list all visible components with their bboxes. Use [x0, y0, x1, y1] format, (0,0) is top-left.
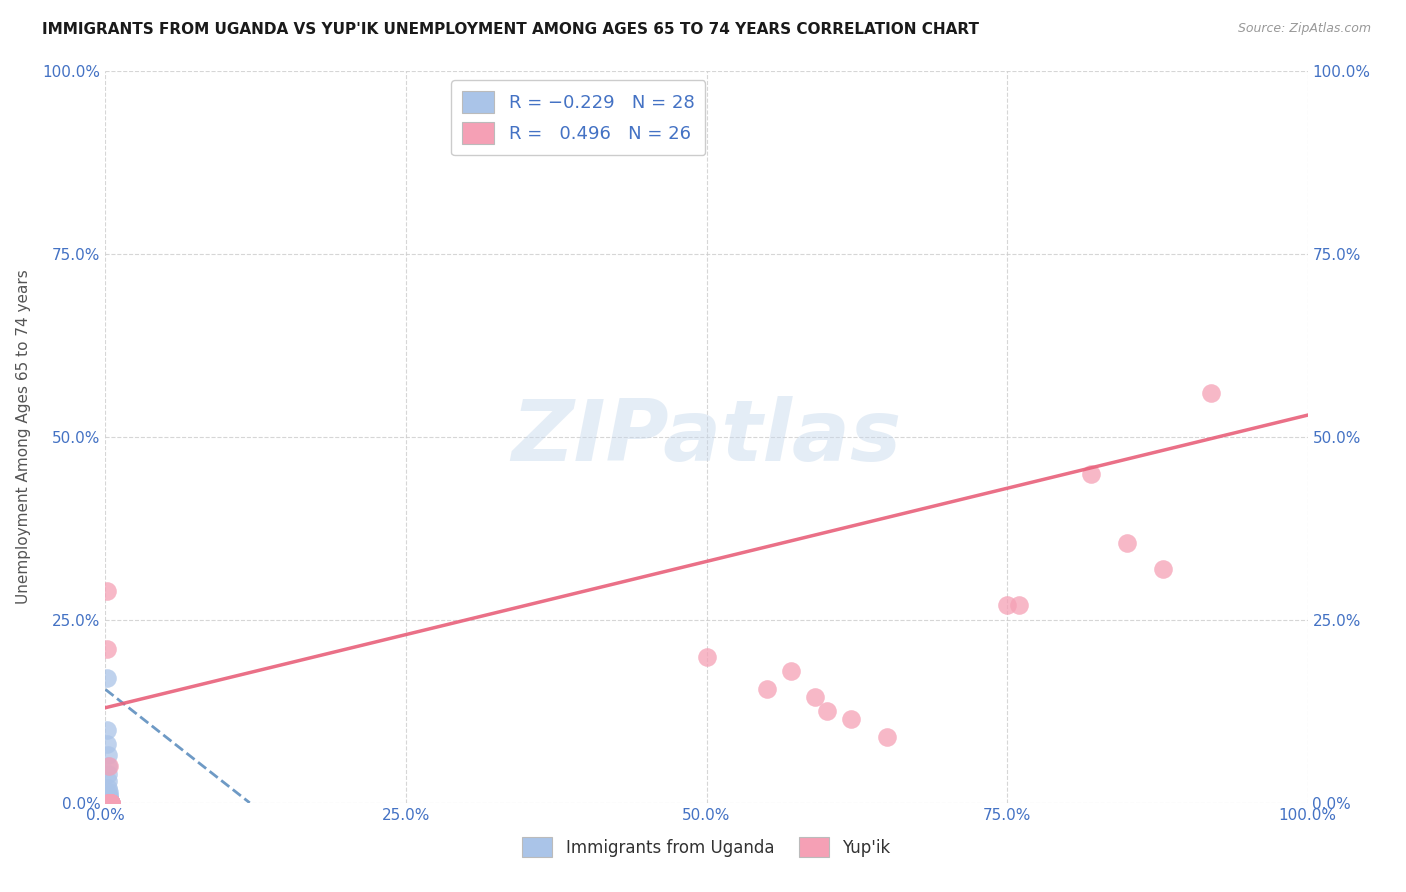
- Point: [98, 796, 121, 810]
- Point: [98, 796, 121, 810]
- Point: [97, 773, 120, 788]
- Point: [98, 796, 121, 810]
- Point: [995, 599, 1018, 613]
- Point: [815, 705, 838, 719]
- Point: [98, 794, 121, 808]
- Point: [98, 789, 121, 804]
- Text: Source: ZipAtlas.com: Source: ZipAtlas.com: [1237, 22, 1371, 36]
- Point: [98, 796, 121, 810]
- Point: [100, 796, 122, 810]
- Point: [100, 796, 122, 810]
- Point: [97, 796, 120, 810]
- Point: [100, 796, 122, 810]
- Legend: Immigrants from Uganda, Yup'ik: Immigrants from Uganda, Yup'ik: [516, 830, 897, 864]
- Point: [96, 723, 118, 737]
- Point: [803, 690, 825, 704]
- Point: [98, 793, 121, 807]
- Point: [98, 796, 121, 810]
- Point: [97, 766, 120, 780]
- Point: [1201, 386, 1223, 401]
- Point: [98, 794, 121, 808]
- Point: [98, 796, 121, 810]
- Text: ZIPatlas: ZIPatlas: [512, 395, 901, 479]
- Point: [97, 781, 120, 796]
- Y-axis label: Unemployment Among Ages 65 to 74 years: Unemployment Among Ages 65 to 74 years: [17, 269, 31, 605]
- Point: [96, 642, 118, 657]
- Point: [98, 795, 121, 809]
- Point: [100, 796, 122, 810]
- Point: [98, 796, 121, 810]
- Point: [97, 796, 120, 810]
- Point: [696, 649, 718, 664]
- Point: [1008, 599, 1031, 613]
- Point: [97, 759, 120, 773]
- Point: [100, 796, 122, 810]
- Point: [96, 737, 118, 751]
- Point: [839, 712, 862, 726]
- Point: [1116, 536, 1139, 550]
- Point: [98, 796, 121, 810]
- Point: [98, 796, 121, 810]
- Point: [98, 796, 121, 810]
- Text: IMMIGRANTS FROM UGANDA VS YUP'IK UNEMPLOYMENT AMONG AGES 65 TO 74 YEARS CORRELAT: IMMIGRANTS FROM UGANDA VS YUP'IK UNEMPLO…: [42, 22, 979, 37]
- Point: [779, 664, 801, 678]
- Point: [755, 682, 778, 697]
- Point: [98, 791, 121, 805]
- Point: [1080, 467, 1102, 481]
- Point: [97, 748, 120, 763]
- Point: [98, 796, 121, 810]
- Point: [876, 730, 898, 744]
- Point: [1152, 562, 1174, 576]
- Point: [96, 672, 118, 686]
- Point: [98, 792, 121, 806]
- Point: [98, 785, 121, 799]
- Point: [96, 583, 118, 598]
- Point: [98, 796, 121, 810]
- Point: [98, 759, 121, 773]
- Point: [100, 796, 122, 810]
- Point: [100, 796, 122, 810]
- Point: [98, 789, 121, 803]
